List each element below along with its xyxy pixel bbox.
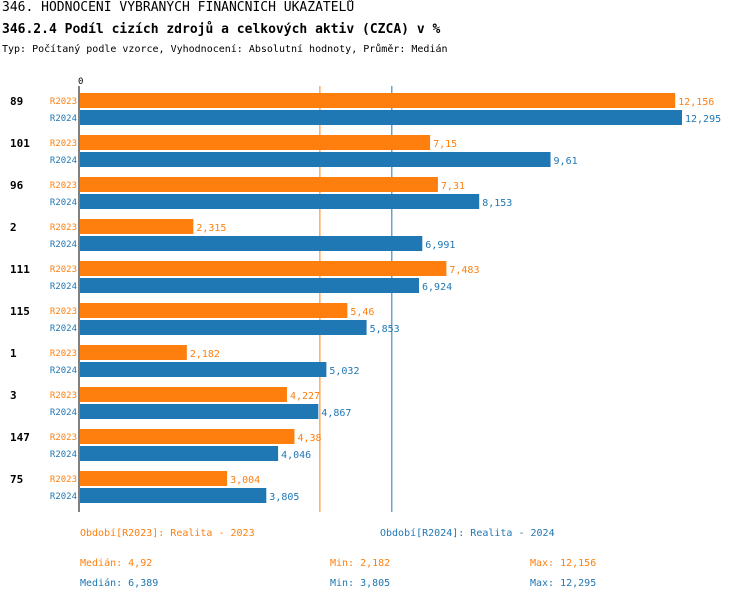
series-label: R2023 bbox=[50, 181, 77, 191]
series-label: R2024 bbox=[50, 240, 77, 250]
bar-r2023 bbox=[80, 261, 447, 276]
bar-r2023 bbox=[80, 429, 295, 444]
category-label: 115 bbox=[10, 305, 30, 318]
data-label: 7,15 bbox=[433, 139, 457, 150]
series-label: R2023 bbox=[50, 307, 77, 317]
data-label: 12,295 bbox=[685, 114, 721, 125]
series-label: R2024 bbox=[50, 450, 77, 460]
bar-r2024 bbox=[80, 446, 279, 461]
category-label: 3 bbox=[10, 389, 17, 402]
chart-meta: Typ: Počítaný podle vzorce, Vyhodnocení:… bbox=[2, 44, 448, 55]
max-2023: Max: 12,156 bbox=[530, 558, 597, 569]
bar-r2024 bbox=[80, 362, 327, 377]
series-label: R2023 bbox=[50, 475, 77, 485]
data-label: 6,924 bbox=[422, 282, 452, 293]
series-label: R2024 bbox=[50, 114, 77, 124]
bar-r2024 bbox=[80, 278, 420, 293]
bar-r2024 bbox=[80, 194, 480, 209]
category-label: 1 bbox=[10, 347, 17, 360]
category-label: 2 bbox=[10, 221, 17, 234]
bar-r2024 bbox=[80, 110, 682, 125]
data-label: 6,991 bbox=[425, 240, 455, 251]
data-label: 5,032 bbox=[329, 366, 359, 377]
bar-r2023 bbox=[80, 93, 676, 108]
category-label: 75 bbox=[10, 473, 23, 486]
data-label: 3,004 bbox=[230, 475, 260, 486]
series-label: R2023 bbox=[50, 97, 77, 107]
bar-r2024 bbox=[80, 320, 367, 335]
category-label: 101 bbox=[10, 137, 30, 150]
median-2023: Medián: 4,92 bbox=[80, 558, 153, 569]
bar-r2024 bbox=[80, 404, 319, 419]
series-label: R2023 bbox=[50, 433, 77, 443]
data-label: 7,31 bbox=[441, 181, 465, 192]
bar-r2023 bbox=[80, 387, 287, 402]
bar-r2023 bbox=[80, 219, 194, 234]
data-label: 2,182 bbox=[190, 349, 220, 360]
data-label: 3,805 bbox=[269, 492, 299, 503]
bar-r2023 bbox=[80, 303, 348, 318]
data-label: 5,853 bbox=[370, 324, 400, 335]
min-2023: Min: 2,182 bbox=[330, 558, 391, 569]
bar-r2023 bbox=[80, 471, 228, 486]
bar-r2024 bbox=[80, 236, 423, 251]
legend-period-2024: Období[R2024]: Realita - 2024 bbox=[380, 528, 555, 539]
max-2024: Max: 12,295 bbox=[530, 578, 597, 589]
data-label: 12,156 bbox=[678, 97, 714, 108]
chart-title: 346.2.4 Podíl cizích zdrojů a celkových … bbox=[2, 22, 441, 37]
series-label: R2024 bbox=[50, 408, 77, 418]
min-2024: Min: 3,805 bbox=[330, 578, 391, 589]
bar-r2023 bbox=[80, 345, 187, 360]
median-2024: Medián: 6,389 bbox=[80, 578, 159, 589]
series-label: R2024 bbox=[50, 366, 77, 376]
category-label: 89 bbox=[10, 95, 23, 108]
data-label: 9,61 bbox=[554, 156, 578, 167]
data-label: 4,227 bbox=[290, 391, 320, 402]
series-label: R2024 bbox=[50, 198, 77, 208]
bar-r2024 bbox=[80, 152, 551, 167]
series-label: R2024 bbox=[50, 156, 77, 166]
series-label: R2024 bbox=[50, 324, 77, 334]
data-label: 7,483 bbox=[449, 265, 479, 276]
data-label: 4,38 bbox=[297, 433, 321, 444]
series-label: R2023 bbox=[50, 265, 77, 275]
legend-period-2023: Období[R2023]: Realita - 2023 bbox=[80, 528, 255, 539]
bar-chart: 0 89 R2023 12,156 R2024 12,295 101 R2023 7,15 R20… bbox=[10, 77, 721, 512]
data-label: 2,315 bbox=[196, 223, 226, 234]
x-tick-label: 0 bbox=[78, 77, 83, 87]
bar-r2023 bbox=[80, 135, 431, 150]
data-label: 5,46 bbox=[350, 307, 374, 318]
category-label: 96 bbox=[10, 179, 24, 192]
series-label: R2023 bbox=[50, 349, 77, 359]
series-label: R2023 bbox=[50, 139, 77, 149]
series-label: R2024 bbox=[50, 492, 77, 502]
bar-r2023 bbox=[80, 177, 438, 192]
data-label: 4,046 bbox=[281, 450, 311, 461]
series-label: R2023 bbox=[50, 223, 77, 233]
report-title: 346. HODNOCENÍ VYBRANÝCH FINANČNÍCH UKAZ… bbox=[2, 0, 355, 15]
data-label: 4,867 bbox=[321, 408, 351, 419]
series-label: R2024 bbox=[50, 282, 77, 292]
bar-r2024 bbox=[80, 488, 267, 503]
category-label: 111 bbox=[10, 263, 30, 276]
category-label: 147 bbox=[10, 431, 30, 444]
series-label: R2023 bbox=[50, 391, 77, 401]
data-label: 8,153 bbox=[482, 198, 512, 209]
